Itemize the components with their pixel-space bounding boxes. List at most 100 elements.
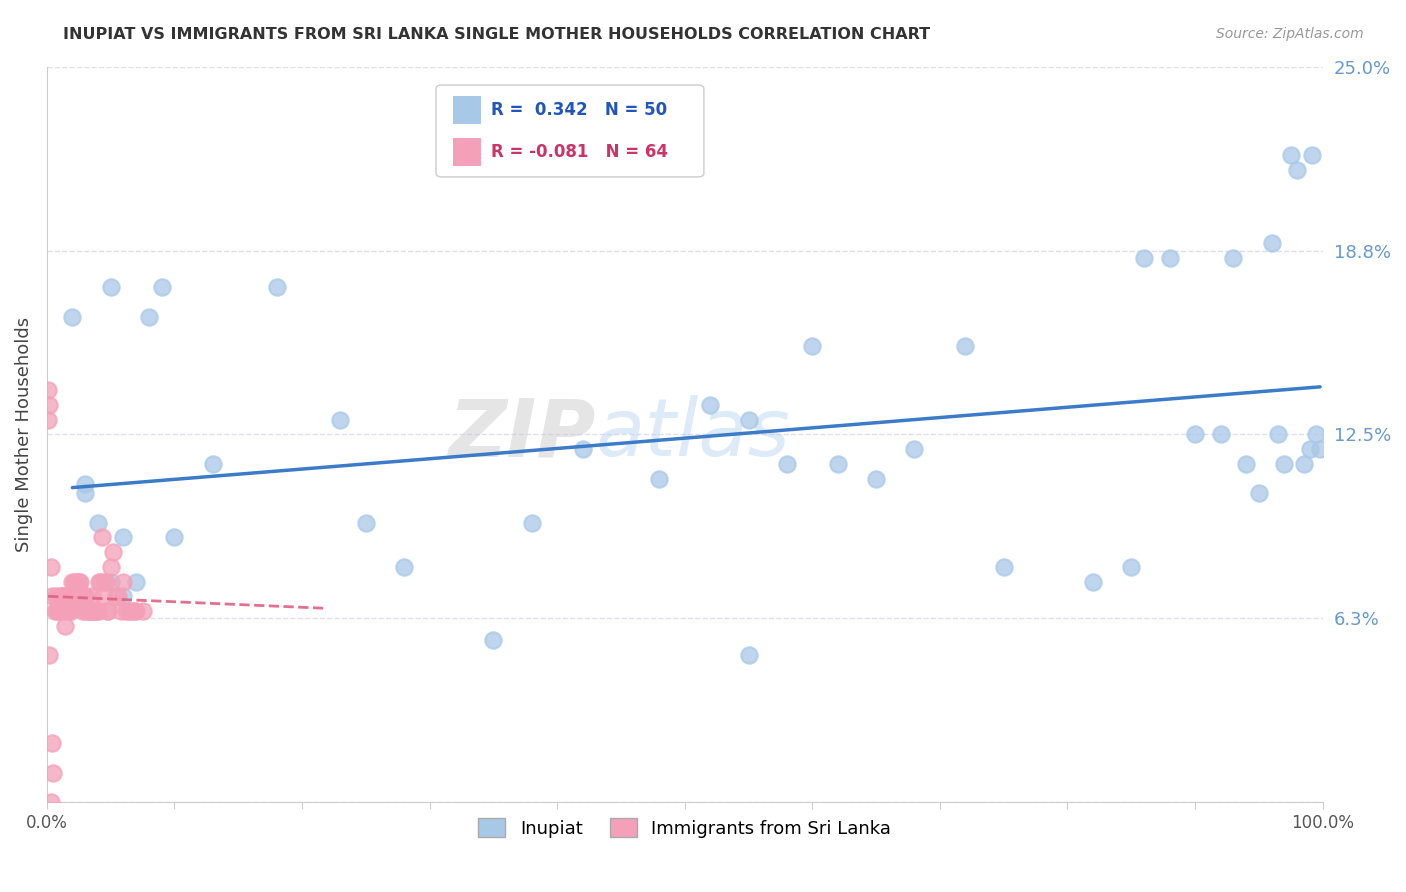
Point xyxy=(737,648,759,662)
Point xyxy=(482,633,505,648)
Point xyxy=(100,280,122,294)
Point xyxy=(1272,457,1295,471)
Point xyxy=(1299,442,1322,457)
Point xyxy=(125,604,148,618)
Point xyxy=(48,589,70,603)
Point xyxy=(63,589,86,603)
Point xyxy=(96,604,118,618)
Point xyxy=(112,530,135,544)
Point xyxy=(115,604,138,618)
Point xyxy=(125,574,148,589)
Point xyxy=(354,516,377,530)
Point xyxy=(1247,486,1270,500)
Point xyxy=(44,604,66,618)
Point xyxy=(117,604,139,618)
Point xyxy=(39,795,62,809)
Point xyxy=(138,310,160,324)
Point xyxy=(75,477,97,491)
Point xyxy=(1121,559,1143,574)
Point xyxy=(1209,427,1232,442)
Text: R =  0.342   N = 50: R = 0.342 N = 50 xyxy=(491,101,666,119)
Point xyxy=(110,604,132,618)
Point xyxy=(75,486,97,500)
Point xyxy=(737,413,759,427)
Point xyxy=(1301,148,1323,162)
Point xyxy=(49,604,72,618)
Point xyxy=(1222,251,1244,265)
Point xyxy=(1133,251,1156,265)
Point xyxy=(60,310,83,324)
Point xyxy=(60,604,83,618)
Point xyxy=(122,604,145,618)
Point xyxy=(107,589,129,603)
Point xyxy=(1305,427,1327,442)
Point xyxy=(89,574,111,589)
Point xyxy=(80,589,103,603)
Point xyxy=(41,589,63,603)
Point xyxy=(48,604,70,618)
Y-axis label: Single Mother Households: Single Mother Households xyxy=(15,317,32,552)
Point xyxy=(59,589,82,603)
Point xyxy=(89,574,111,589)
Point xyxy=(45,589,67,603)
Text: atlas: atlas xyxy=(596,395,790,474)
Text: INUPIAT VS IMMIGRANTS FROM SRI LANKA SINGLE MOTHER HOUSEHOLDS CORRELATION CHART: INUPIAT VS IMMIGRANTS FROM SRI LANKA SIN… xyxy=(63,27,931,42)
Point xyxy=(60,574,83,589)
Point xyxy=(73,604,96,618)
Point xyxy=(94,574,117,589)
Point xyxy=(46,604,69,618)
Point xyxy=(648,472,671,486)
Point xyxy=(82,604,104,618)
Point xyxy=(1279,148,1302,162)
Point xyxy=(58,604,80,618)
Point xyxy=(42,765,65,780)
Point xyxy=(84,604,107,618)
FancyBboxPatch shape xyxy=(436,85,704,177)
Point xyxy=(39,559,62,574)
Point xyxy=(83,604,105,618)
Point xyxy=(75,589,97,603)
Point xyxy=(86,604,108,618)
Point xyxy=(76,604,98,618)
Point xyxy=(801,339,824,353)
Text: R = -0.081   N = 64: R = -0.081 N = 64 xyxy=(491,143,668,161)
Point xyxy=(51,589,73,603)
Point xyxy=(38,398,60,412)
Point xyxy=(392,559,415,574)
Point xyxy=(776,457,799,471)
FancyBboxPatch shape xyxy=(453,138,481,166)
Point xyxy=(201,457,224,471)
Legend: Inupiat, Immigrants from Sri Lanka: Inupiat, Immigrants from Sri Lanka xyxy=(471,811,898,845)
Point xyxy=(67,574,90,589)
Point xyxy=(93,574,115,589)
Point xyxy=(903,442,925,457)
Point xyxy=(131,604,153,618)
Point xyxy=(104,589,127,603)
Point xyxy=(827,457,849,471)
Point xyxy=(329,413,352,427)
Point xyxy=(87,516,110,530)
Point xyxy=(79,604,101,618)
Point xyxy=(1309,442,1331,457)
Point xyxy=(87,604,110,618)
Point xyxy=(1159,251,1181,265)
Point xyxy=(865,472,887,486)
Point xyxy=(571,442,593,457)
Point xyxy=(77,604,100,618)
Point xyxy=(100,559,122,574)
Point xyxy=(66,574,89,589)
Point xyxy=(75,589,97,603)
Point xyxy=(97,604,120,618)
Point xyxy=(266,280,288,294)
Point xyxy=(993,559,1015,574)
Point xyxy=(699,398,721,412)
Point xyxy=(69,574,91,589)
Point xyxy=(955,339,977,353)
Point xyxy=(41,736,63,750)
Point xyxy=(90,530,112,544)
Point xyxy=(72,604,94,618)
Point xyxy=(150,280,173,294)
Point xyxy=(1184,427,1206,442)
Point xyxy=(1286,162,1309,177)
Point xyxy=(1292,457,1315,471)
